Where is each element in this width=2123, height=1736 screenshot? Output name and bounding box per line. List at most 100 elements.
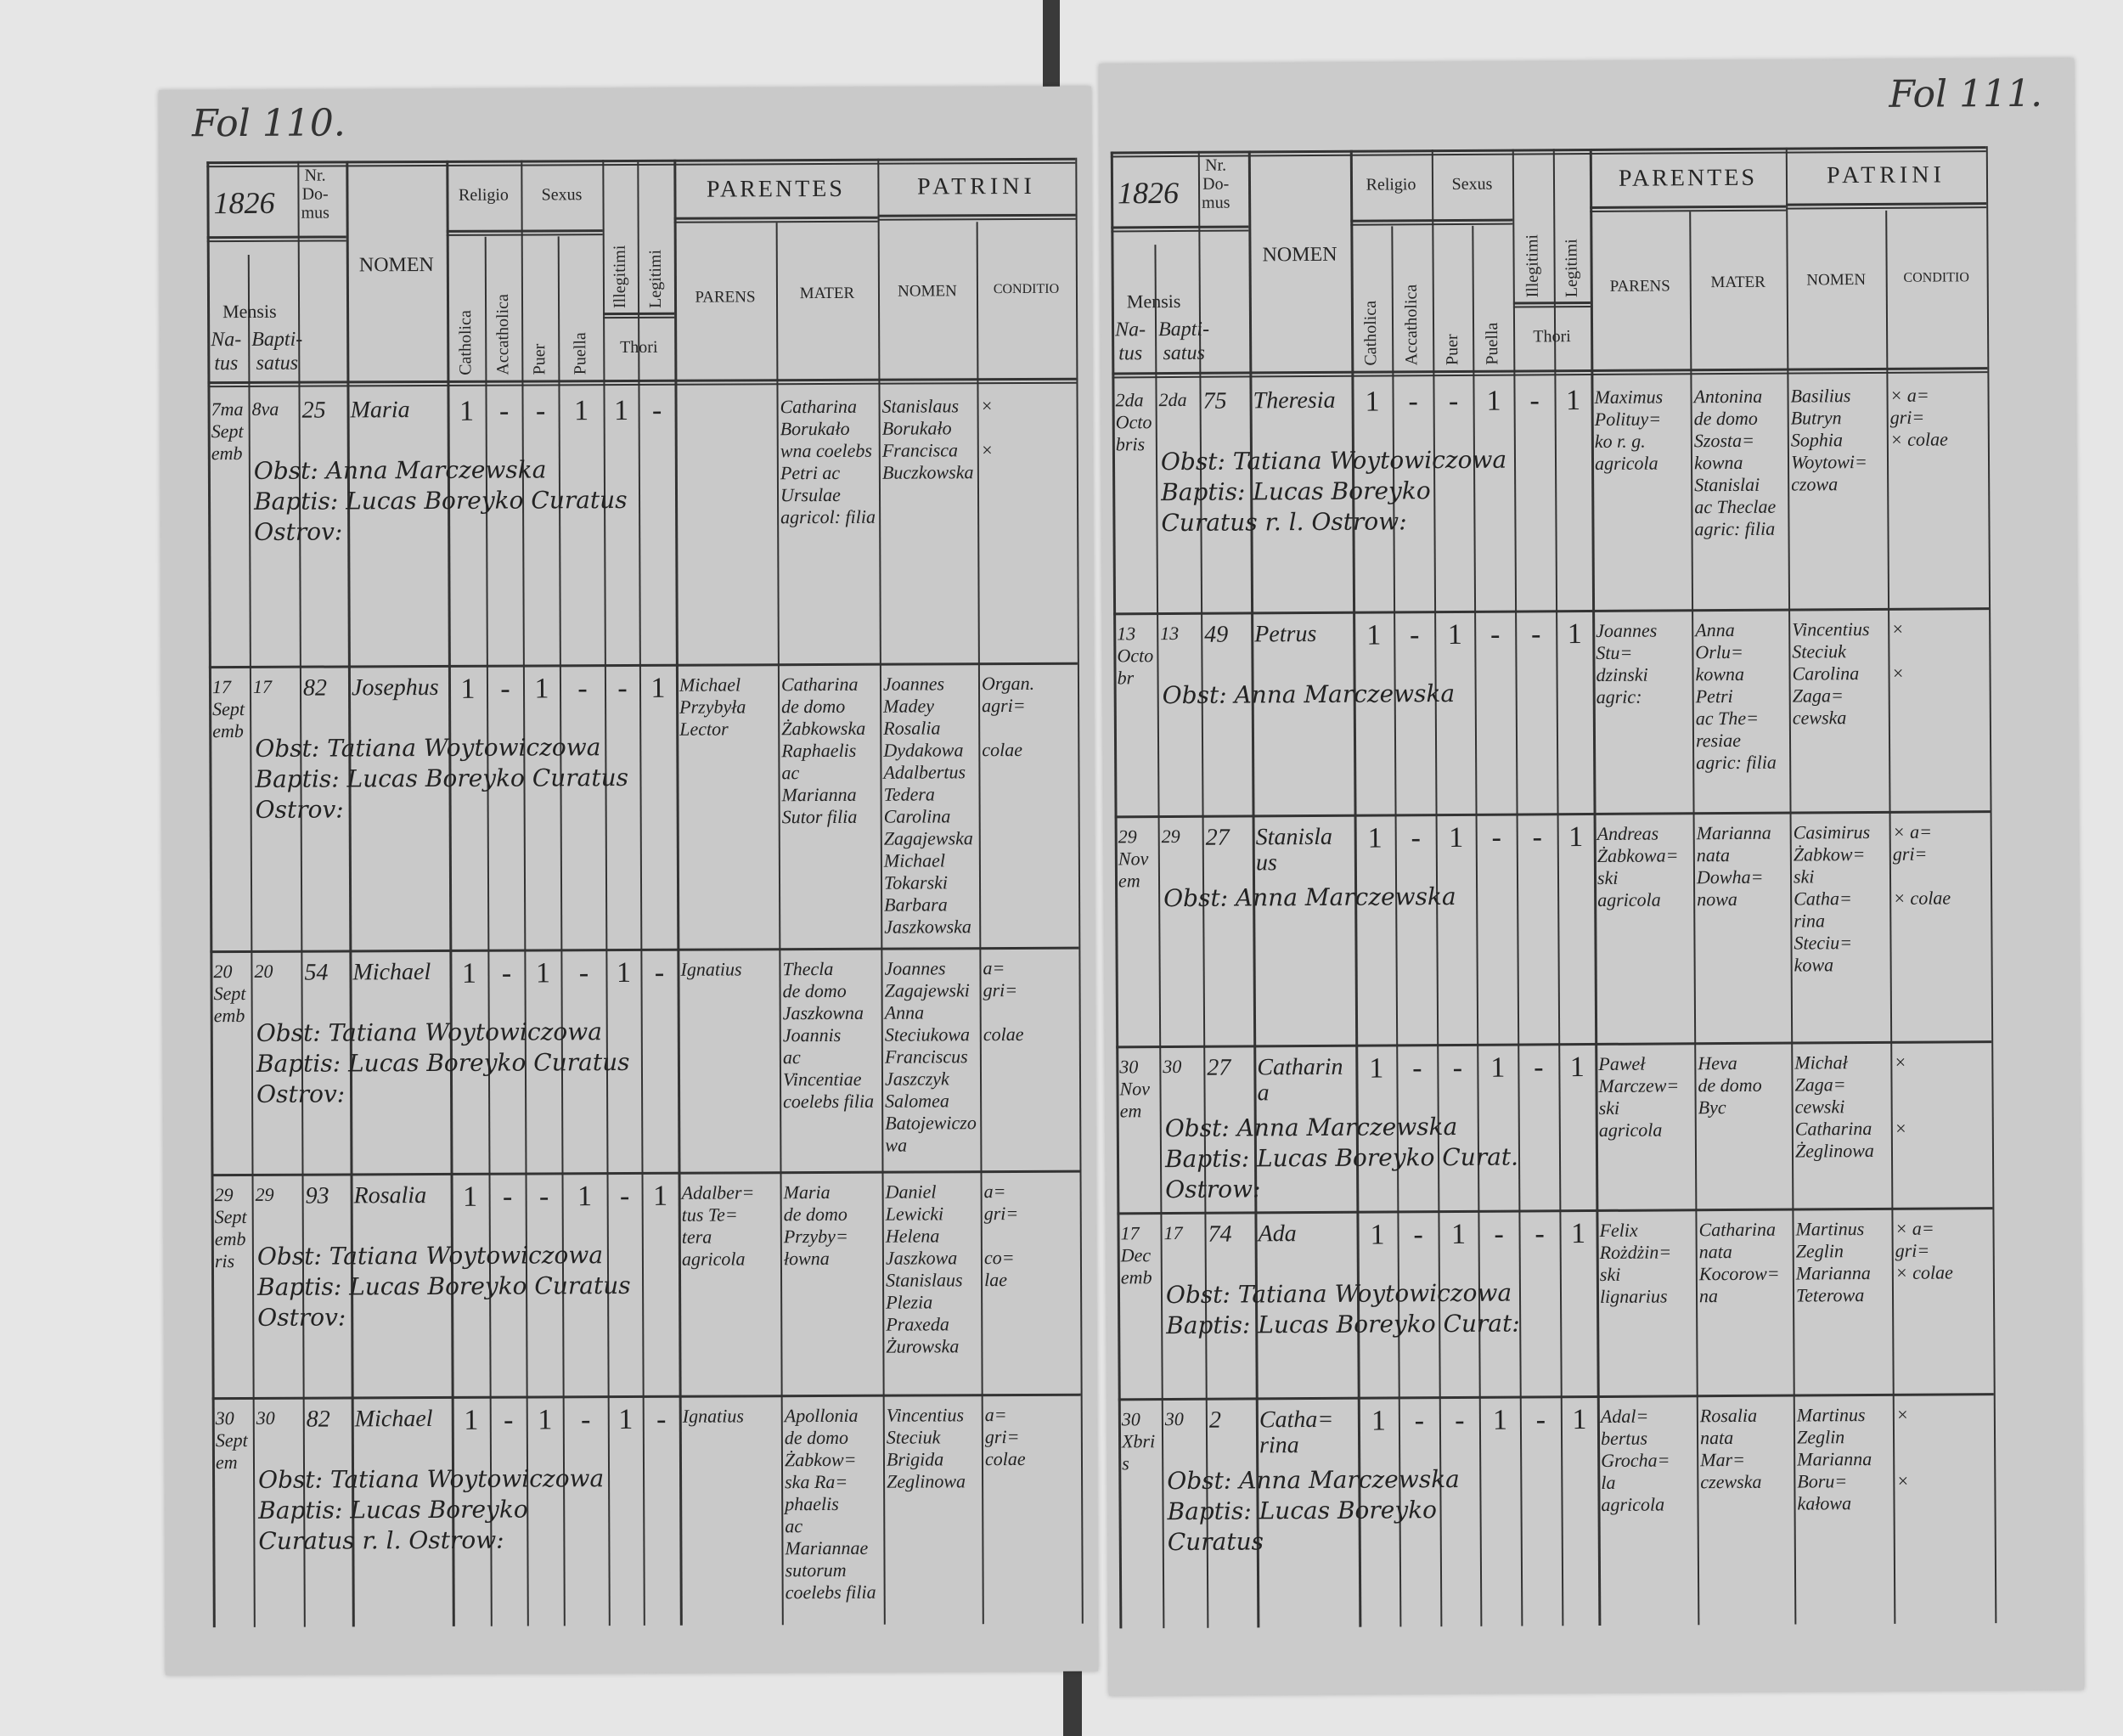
entry-domus: 74 [1208,1220,1232,1248]
year-band-rule [206,235,346,243]
entry-legitimi: 1 [1570,1218,1586,1250]
entry-illegitimi: - [617,673,628,705]
entry-acatholica: - [498,395,510,427]
thori-header: Thori [619,337,658,358]
entry-nomen: Rosalia [353,1182,427,1209]
entry-officiants: Obst: Tatiana Woytowiczowa Baptis: Lucas… [1160,445,1507,538]
mater-header: MATER [799,284,855,303]
row-rule [210,946,1079,954]
illegitimi-header: Illegitimi [1523,234,1542,298]
entry-puella: - [577,673,588,705]
patrini-header: PATRINI [1826,161,1946,189]
illegitimi-header: Illegitimi [610,245,629,309]
entry-puer: 1 [1449,821,1464,854]
entry-catholica: 1 [1371,1405,1387,1437]
entry-parens: Michael Przybyła Lector [679,674,746,740]
entry-conditio: × × [1894,1051,1907,1139]
entry-nomen: Josephus [351,674,439,702]
entry-baptisatus: 30 [1164,1407,1184,1430]
entry-officiants: Obst: Anna Marczewska Baptis: Lucas Bore… [253,455,628,546]
entry-puer: - [1448,385,1459,418]
entry-officiants: Obst: Anna Marczewska [1162,679,1456,710]
entry-acatholica: - [1414,1405,1425,1437]
entry-conditio: × × [1895,1403,1910,1491]
entry-catholica: 1 [1370,1219,1385,1251]
entry-nomen: Michael [352,959,431,986]
entry-mater: Marianna nata Dowha= nowa [1696,821,1771,910]
entry-officiants: Obst: Tatiana Woytowiczowa Baptis: Lucas… [258,1464,605,1555]
patrini-band-rule [1786,202,1987,210]
entry-conditio: × × [1891,617,1905,684]
religio-sexus-band-rule [446,229,603,236]
header-bottom-rule [207,377,1077,388]
entry-illegitimi: - [1535,1404,1546,1436]
entry-parens: Ignatius [682,1405,744,1427]
entry-baptisatus: 30 [256,1406,275,1429]
entry-baptisatus: 30 [1163,1055,1182,1078]
nr-domus-label: Nr. Do- mus [301,166,329,223]
entry-puella: 1 [1486,385,1501,417]
entry-catholica: 1 [1365,386,1380,418]
entry-acatholica: - [1408,386,1418,418]
entry-baptisatus: 20 [254,960,273,982]
entry-puella: - [1491,821,1501,854]
nomen-header: NOMEN [1262,243,1337,267]
entry-mater: Catharina de domo Żabkowska Raphaelis ac… [780,673,866,828]
year-band-rule [1111,225,1249,233]
entry-natus: 20 Septemb [213,961,246,1027]
entry-puer: - [1452,1051,1463,1085]
entry-mater: Rosalia nata Mar= czewska [1699,1404,1762,1493]
entry-illegitimi: - [1530,618,1541,651]
entry-parens: Ignatius [680,958,742,980]
religio-header: Religio [1366,175,1416,194]
entry-acatholica: - [502,1181,513,1213]
religio-sexus-band-rule [1350,218,1513,226]
entry-nomen: Theresia [1253,386,1336,414]
entry-patrini: Joannes Madey Rosalia Dydakowa Adalbertu… [882,673,973,938]
entry-puella: 1 [577,1181,593,1213]
conditio-header: CONDITIO [1903,270,1969,285]
entry-nomen: Catha= rina [1259,1406,1334,1459]
entry-parens: Adal= bertus Grocha= la agricola [1600,1405,1670,1515]
entry-puer: - [535,395,546,427]
entry-natus: 30 Xbris [1121,1408,1156,1474]
entry-officiants: Obst: Anna Marczewska Baptis: Lucas Bore… [1167,1464,1460,1557]
entry-catholica: 1 [1369,1052,1384,1085]
entry-puer: - [1455,1404,1465,1436]
entry-puer: 1 [535,957,551,989]
row-rule [1116,1040,1992,1049]
header-top-rule [1110,146,1986,158]
puella-header: Puella [1483,322,1502,365]
baptisatus-label: Bapti- satus [1157,318,1210,365]
entry-legitimi: 1 [1568,821,1584,854]
acatholica-header: Accatholica [1401,284,1422,366]
puer-header: Puer [529,343,549,375]
parentes-band-rule [1590,205,1787,212]
patrini-nomen-header: NOMEN [1806,271,1867,290]
row-rule [1117,1207,1993,1215]
entry-catholica: 1 [1366,619,1382,651]
baptisatus-label: Bapti- satus [251,328,303,375]
entry-mater: Apollonia de domo Żabkow= ska Ra= phaeli… [784,1404,876,1604]
parens-header: PARENS [695,288,756,307]
entry-natus: 17 Decemb [1120,1222,1152,1288]
entry-patrini: Daniel Lewicki Helena Jaszkowa Stanislau… [885,1181,963,1357]
entry-parens: Paweł Marczew= ski agricola [1598,1052,1680,1141]
patrini-band-rule [877,213,1076,221]
year-label: 1826 [213,185,275,221]
entry-acatholica: - [501,957,512,989]
register-page-left: Fol 110. 1826 Nr. Do- mus Mensis Na- tus Bapt… [158,86,1099,1676]
entry-legitimi: - [651,394,662,426]
religio-header: Religio [458,185,509,205]
parens-header: PARENS [1609,277,1670,296]
entry-puella: - [578,957,589,989]
entry-mater: Catharina Borukało wna coelebs Petri ac … [780,395,876,528]
entry-puella: 1 [574,395,589,427]
nr-domus-label: Nr. Do- mus [1202,155,1230,212]
natus-label: Na- tus [1114,318,1146,365]
entry-conditio: a= gri= co= lae [983,1181,1019,1291]
entry-officiants: Obst: Tatiana Woytowiczowa Baptis: Lucas… [255,733,629,824]
conditio-header: CONDITIO [993,281,1060,297]
entry-catholica: 1 [459,395,475,427]
row-rule [1118,1393,1994,1401]
